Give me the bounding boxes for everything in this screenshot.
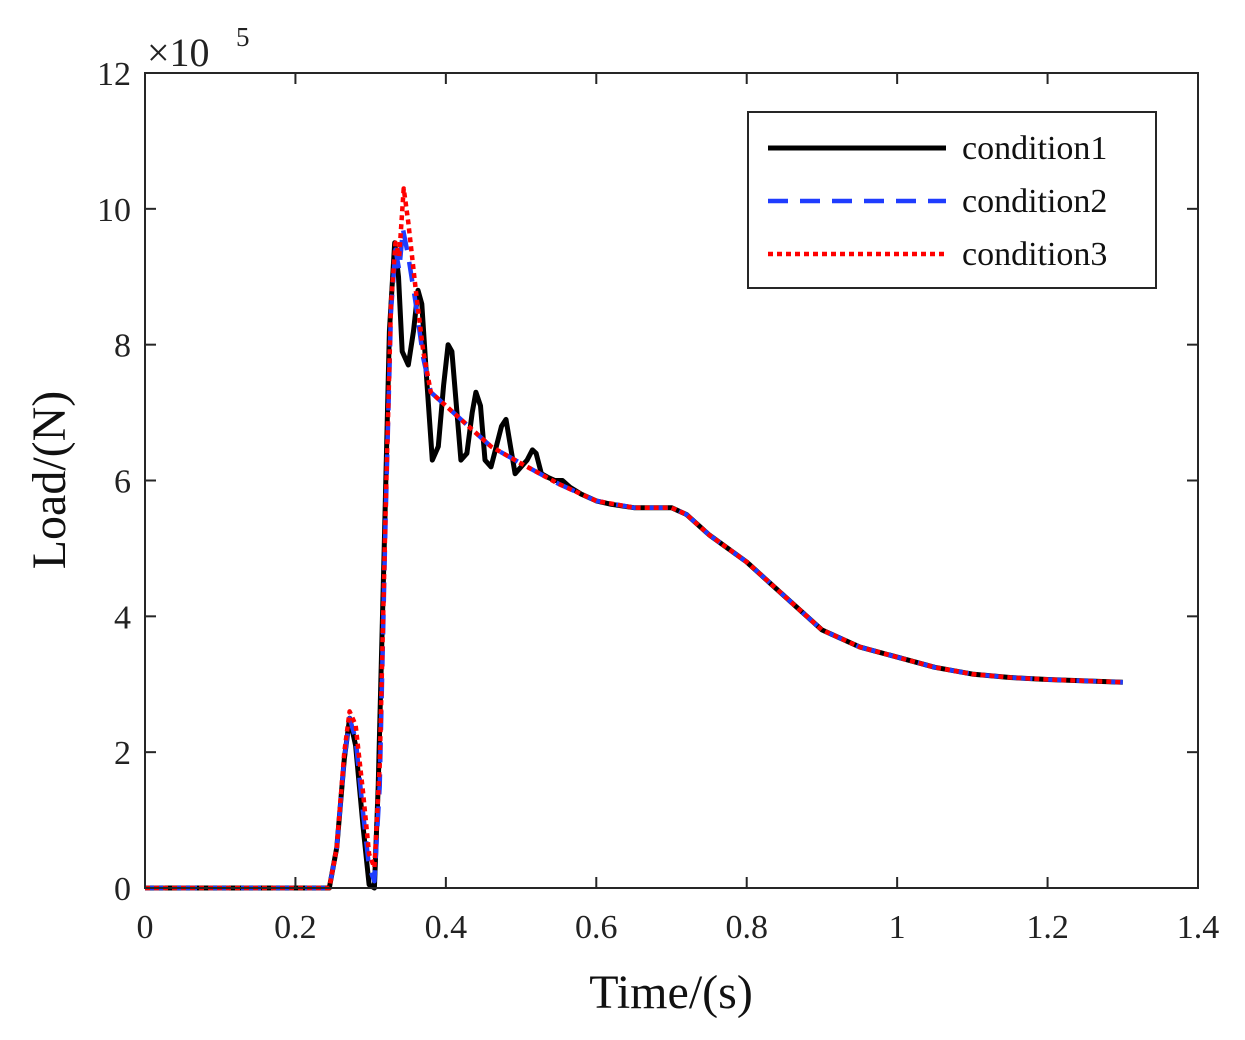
y-axis-label: Load/(N) [23,391,76,570]
x-tick-label: 0 [137,909,154,946]
y-tick-label: 4 [114,599,131,636]
x-tick-label: 1.4 [1177,909,1220,946]
plot-series [145,186,1123,891]
y-tick-label: 10 [97,192,131,229]
legend: condition1 condition2 condition3 [747,111,1157,289]
y-tick-label: 2 [114,735,131,772]
plot-frame [144,72,1199,889]
x-tick-label: 1 [889,909,906,946]
y-tick-label: 6 [114,464,131,501]
y-tick-label: 8 [114,328,131,365]
y-tick-label: 0 [114,871,131,908]
x-tick-label: 0.2 [274,909,317,946]
y-tick-label: 12 [97,56,131,93]
y-exponent-power: 5 [236,22,250,52]
x-axis-label: Time/(s) [589,966,753,1019]
legend-label-condition3: condition3 [962,236,1107,273]
x-tick-label: 0.8 [725,909,768,946]
x-tick-label: 0.6 [575,909,618,946]
series-line-condition2 [145,226,1123,891]
legend-label-condition1: condition1 [962,130,1107,167]
x-tick-label: 0.4 [425,909,468,946]
y-exponent-base: ×10 [147,30,210,75]
x-tick-label: 1.2 [1026,909,1069,946]
legend-label-condition2: condition2 [962,183,1107,220]
axes-ticks: 0 0.2 0.4 0.6 0.8 1 1.2 1.4 0 2 4 6 8 10 12 [97,56,1219,946]
